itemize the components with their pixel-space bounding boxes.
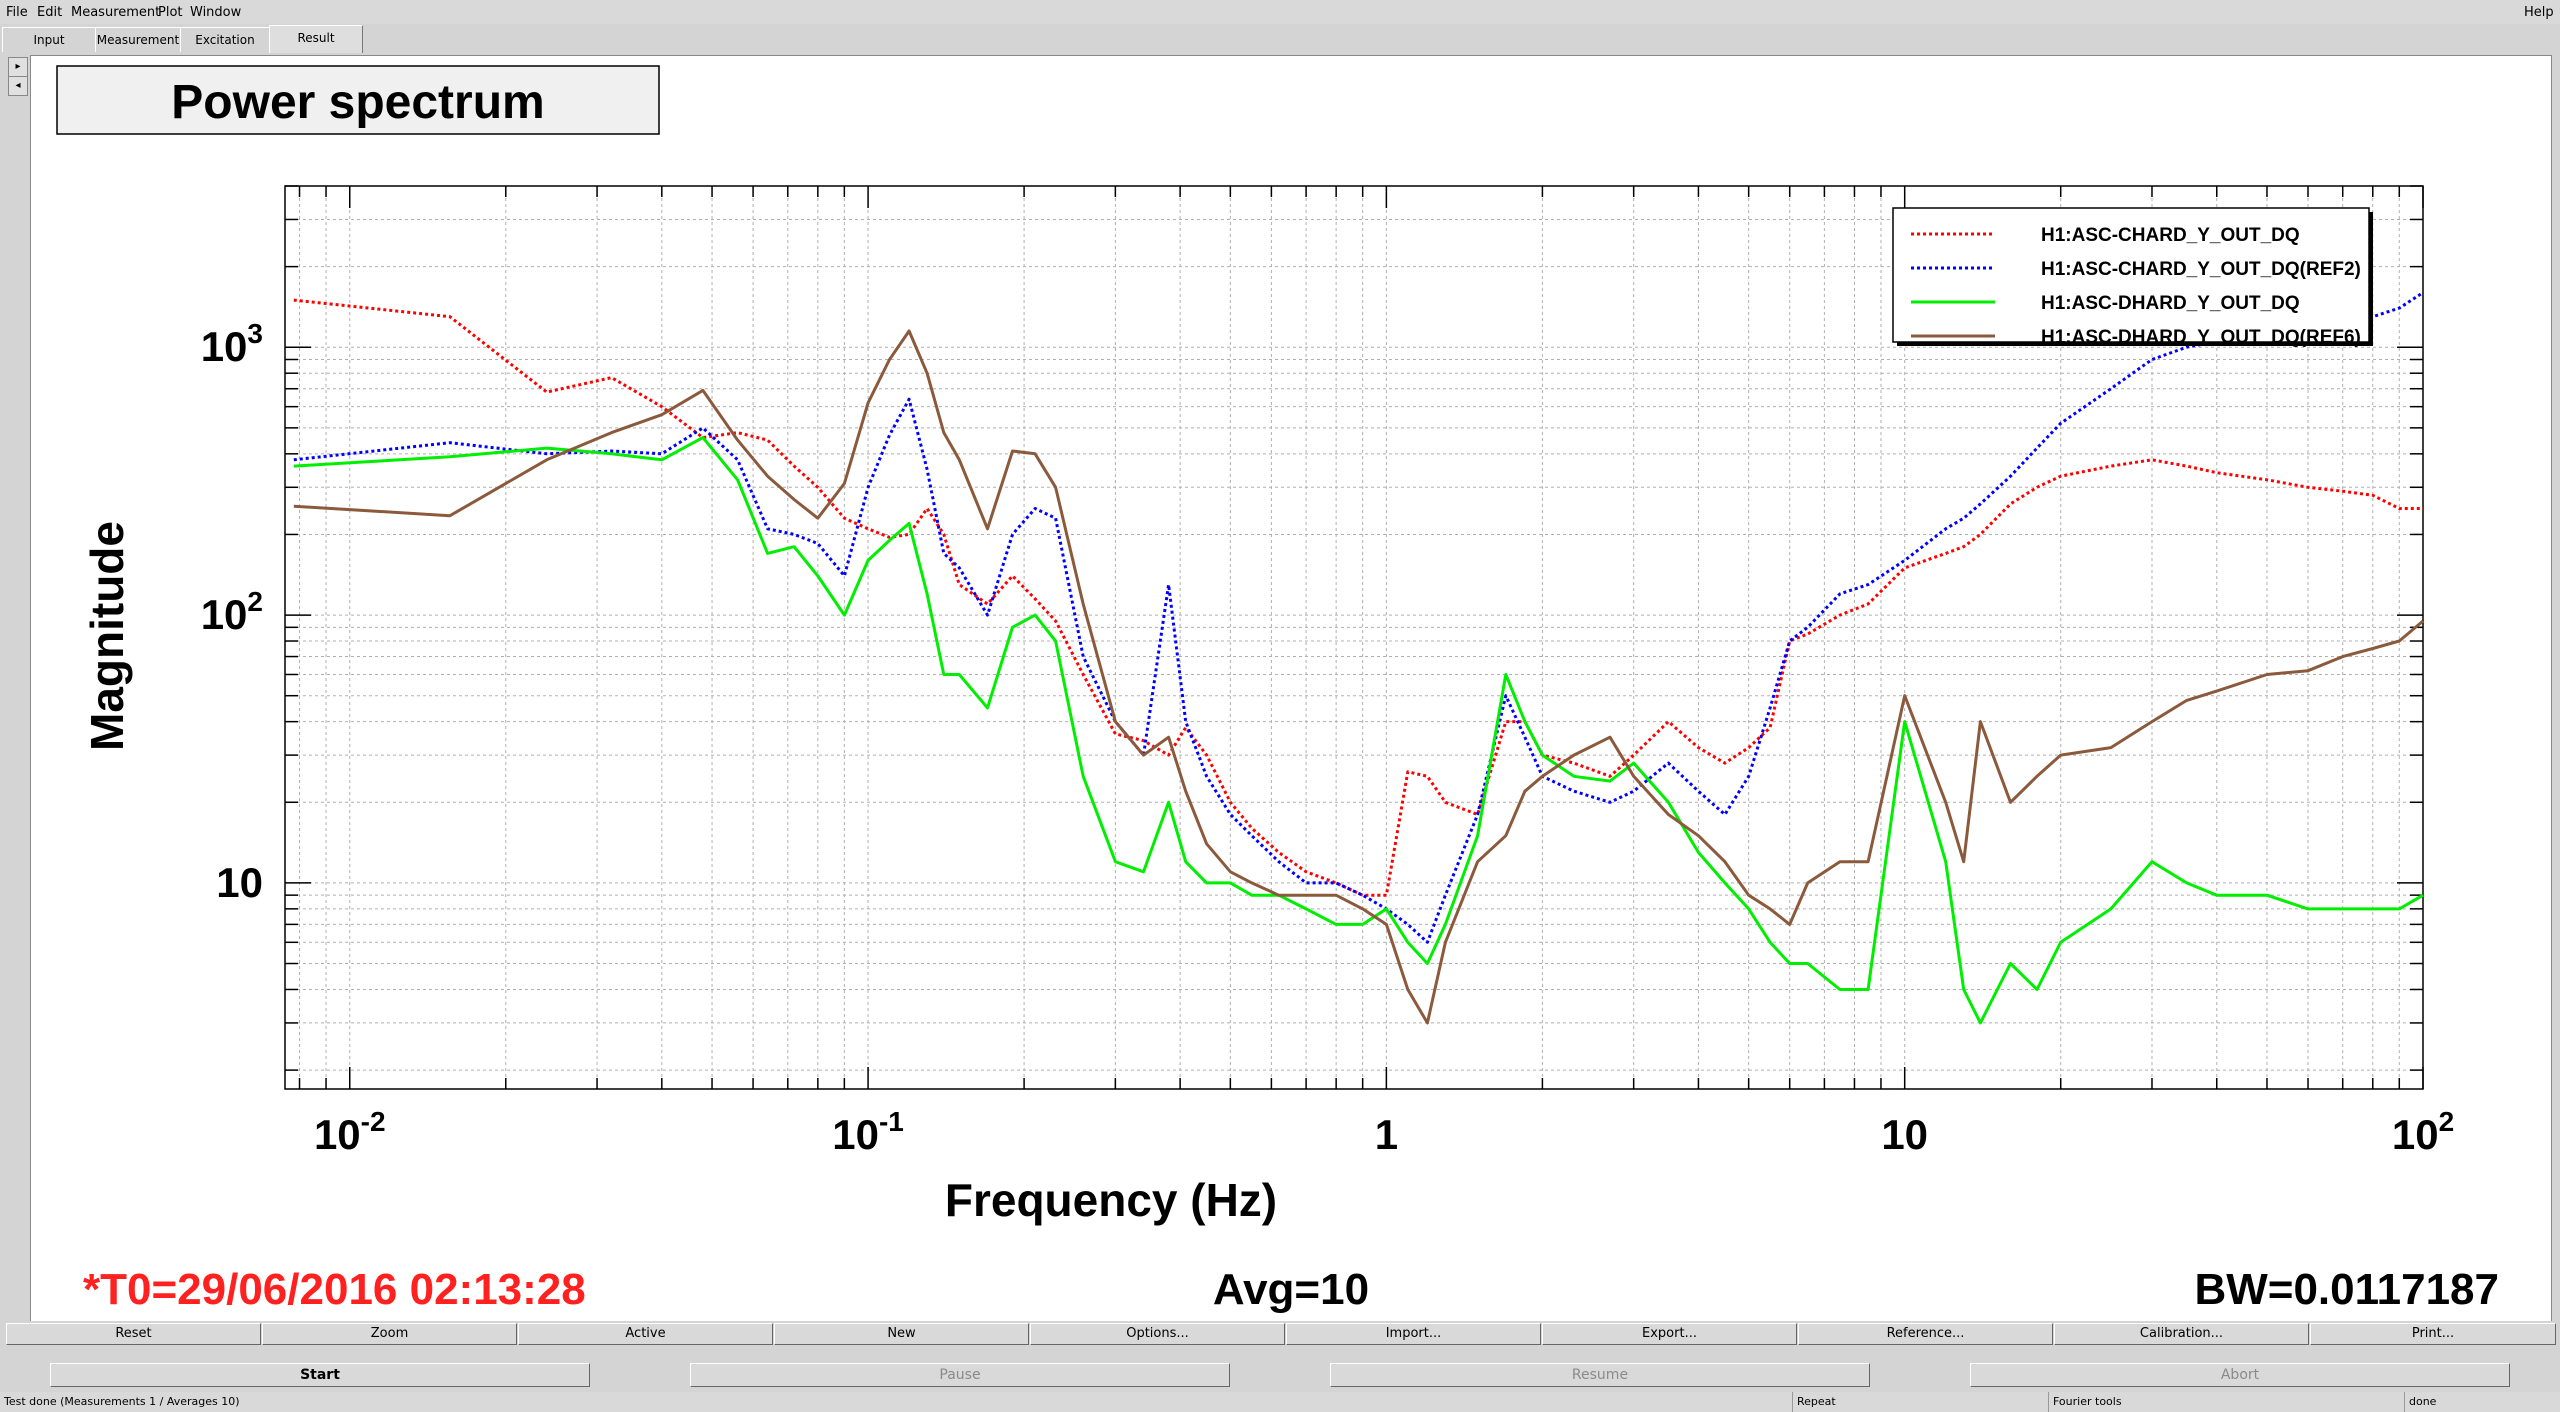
plot-pad[interactable]: Power spectrum 10-2 10-1 1 10 102 10 102 103 H1… [30,55,2552,1325]
active-button[interactable]: Active [518,1323,773,1345]
menu-measurement[interactable]: Measurement [71,5,161,20]
export-button[interactable]: Export... [1542,1323,1797,1345]
menu-edit[interactable]: Edit [37,5,63,20]
series-line-2 [293,291,2424,944]
status-repeat: Repeat [1792,1392,1836,1412]
series-line-3 [293,436,2424,1025]
status-tools: Fourier tools [2048,1392,2122,1412]
series-line-1 [293,298,2423,897]
expand-arrow-icon[interactable]: ▸ [8,57,28,77]
import-button[interactable]: Import... [1286,1323,1541,1345]
t0-label: *T0=29/06/2016 02:13:28 [83,1265,586,1314]
y-axis-label: Magnitude [81,521,133,751]
y-tick-label: 10 [216,859,263,906]
action-bar: Start Pause Resume Abort [0,1361,2560,1387]
tab-bar: Input Measurement Excitation Result [0,25,2560,53]
menu-file[interactable]: File [6,5,28,20]
legend-box [1892,207,2370,343]
menu-bar: File Edit Measurement Plot Window Help [0,0,2560,24]
x-axis-label: Frequency (Hz) [945,1174,1277,1226]
print-button[interactable]: Print... [2310,1323,2556,1345]
y-tick-label: 102 [201,586,263,638]
menu-window[interactable]: Window [190,5,242,20]
abort-button[interactable]: Abort [1970,1363,2510,1387]
status-bar: Test done (Measurements 1 / Averages 10)… [0,1392,2560,1412]
plot-frame [284,185,2424,1090]
x-tick-label: 10-2 [314,1106,386,1158]
legend-entry: H1:ASC-CHARD_Y_OUT_DQ(REF2) [2041,259,2361,280]
avg-label: Avg=10 [1213,1265,1369,1314]
menu-plot[interactable]: Plot [158,5,183,20]
resume-button[interactable]: Resume [1330,1363,1870,1387]
new-button[interactable]: New [774,1323,1029,1345]
pause-button[interactable]: Pause [690,1363,1230,1387]
x-tick-label: 1 [1375,1111,1398,1158]
zoom-button[interactable]: Zoom [262,1323,517,1345]
tab-excitation[interactable]: Excitation [180,27,270,52]
legend-entry: H1:ASC-DHARD_Y_OUT_DQ [2041,293,2300,314]
plot-toolbar: Reset Zoom Active New Options... Import.… [0,1321,2560,1347]
reference-button[interactable]: Reference... [1798,1323,2053,1345]
plot-title: Power spectrum [171,76,544,129]
status-state: done [2404,1392,2436,1412]
power-spectrum-chart[interactable]: Power spectrum 10-2 10-1 1 10 102 10 102 103 H1… [31,56,2551,1324]
tab-result[interactable]: Result [269,25,363,53]
title-box [56,65,660,135]
x-tick-label: 10 [1881,1111,1928,1158]
legend-entry: H1:ASC-DHARD_Y_OUT_DQ(REF6) [2041,327,2361,348]
collapse-arrow-icon[interactable]: ◂ [8,76,28,96]
bw-label: BW=0.0117187 [2194,1265,2499,1314]
x-tick-label: 102 [2392,1106,2454,1158]
tab-measurement[interactable]: Measurement [95,27,181,52]
y-tick-label: 103 [201,318,263,370]
start-button[interactable]: Start [50,1363,590,1387]
options-button[interactable]: Options... [1030,1323,1285,1345]
reset-button[interactable]: Reset [6,1323,261,1345]
calibration-button[interactable]: Calibration... [2054,1323,2309,1345]
menu-help[interactable]: Help [2524,5,2554,20]
x-tick-label: 10-1 [832,1106,904,1158]
status-message: Test done (Measurements 1 / Averages 10) [4,1395,240,1408]
tab-input[interactable]: Input [2,27,96,52]
legend-entry: H1:ASC-CHARD_Y_OUT_DQ [2041,225,2300,246]
series-line-4 [293,329,2424,1025]
